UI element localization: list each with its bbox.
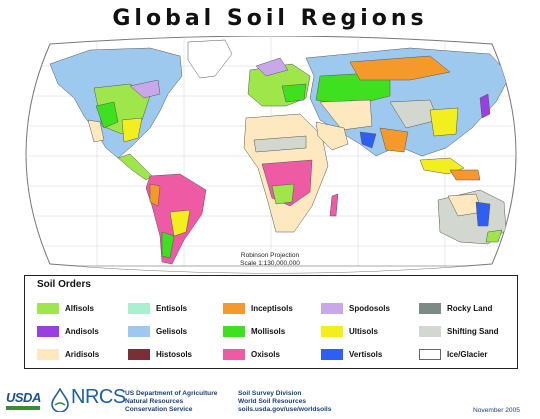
legend-item-inceptisols: Inceptisols — [223, 301, 293, 315]
legend-item-rocky-land: Rocky Land — [419, 301, 492, 315]
legend-swatch — [128, 348, 150, 360]
world-soil-map — [10, 35, 532, 276]
legend-label: Mollisols — [251, 326, 286, 336]
usda-logo: USDA — [6, 390, 41, 405]
legend-label: Aridisols — [65, 349, 100, 359]
legend-label: Gelisols — [156, 326, 188, 336]
legend-item-mollisols: Mollisols — [223, 324, 285, 338]
program-name: World Soil Resources — [238, 398, 307, 405]
legend-item-vertisols: Vertisols — [321, 347, 382, 361]
division-name: Soil Survey Division — [238, 390, 302, 397]
new-zealand — [513, 233, 516, 253]
legend-label: Ultisols — [349, 326, 378, 336]
map-title: Global Soil Regions — [112, 6, 428, 31]
map-scale: Scale 1:130,000,000 — [240, 260, 300, 267]
legend-item-ultisols: Ultisols — [321, 324, 378, 338]
legend: Soil Orders Alfisols Andisols Aridisols … — [24, 275, 518, 369]
water-drop-icon — [51, 388, 69, 412]
japan — [479, 93, 491, 119]
publication-date: November 2005 — [473, 407, 520, 414]
legend-label: Ice/Glacier — [447, 349, 488, 359]
division-credit: Soil Survey Division World Soil Resource… — [238, 390, 331, 414]
greenland — [187, 39, 233, 79]
legend-swatch — [419, 302, 441, 314]
legend-label: Oxisols — [251, 349, 280, 359]
legend-item-histosols: Histosols — [128, 347, 192, 361]
legend-swatch — [128, 325, 150, 337]
legend-swatch — [223, 302, 245, 314]
usda-logo-underline — [6, 406, 40, 410]
legend-swatch — [37, 325, 59, 337]
madagascar — [329, 193, 339, 217]
legend-swatch — [321, 302, 343, 314]
legend-title: Soil Orders — [37, 279, 91, 290]
legend-swatch — [419, 348, 441, 360]
legend-label: Alfisols — [65, 303, 94, 313]
website-text: soils.usda.gov/use/worldsoils — [238, 406, 332, 413]
projection-note: Robinson Projection Scale 1:130,000,000 — [222, 252, 318, 268]
legend-swatch — [223, 325, 245, 337]
legend-swatch — [37, 348, 59, 360]
world-map-graphic — [25, 35, 517, 274]
agency-name-line2: Conservation Service — [125, 406, 193, 413]
nrcs-logo: NRCS — [71, 386, 126, 408]
legend-item-alfisols: Alfisols — [37, 301, 94, 315]
legend-label: Andisols — [65, 326, 99, 336]
projection-name: Robinson Projection — [240, 252, 300, 259]
legend-label: Histosols — [156, 349, 193, 359]
legend-label: Shifting Sand — [447, 326, 499, 336]
legend-label: Inceptisols — [251, 303, 293, 313]
legend-item-andisols: Andisols — [37, 324, 99, 338]
department-credit: US Department of Agriculture Natural Res… — [125, 390, 217, 414]
legend-item-entisols: Entisols — [128, 301, 187, 315]
legend-item-aridisols: Aridisols — [37, 347, 99, 361]
legend-label: Spodosols — [349, 303, 390, 313]
legend-label: Entisols — [156, 303, 188, 313]
legend-item-shifting-sand: Shifting Sand — [419, 324, 499, 338]
legend-item-oxisols: Oxisols — [223, 347, 280, 361]
footer: USDA NRCS US Department of Agriculture N… — [0, 376, 540, 419]
department-name: US Department of Agriculture — [125, 390, 218, 397]
legend-item-ice-glacier: Ice/Glacier — [419, 347, 487, 361]
legend-swatch — [321, 348, 343, 360]
legend-item-spodosols: Spodosols — [321, 301, 390, 315]
legend-swatch — [419, 325, 441, 337]
legend-label: Vertisols — [349, 349, 383, 359]
legend-item-gelisols: Gelisols — [128, 324, 187, 338]
legend-label: Rocky Land — [447, 303, 493, 313]
arabian-peninsula — [315, 121, 349, 151]
agency-name-line1: Natural Resources — [125, 398, 184, 405]
legend-swatch — [321, 325, 343, 337]
legend-swatch — [223, 348, 245, 360]
legend-swatch — [128, 302, 150, 314]
legend-swatch — [37, 302, 59, 314]
